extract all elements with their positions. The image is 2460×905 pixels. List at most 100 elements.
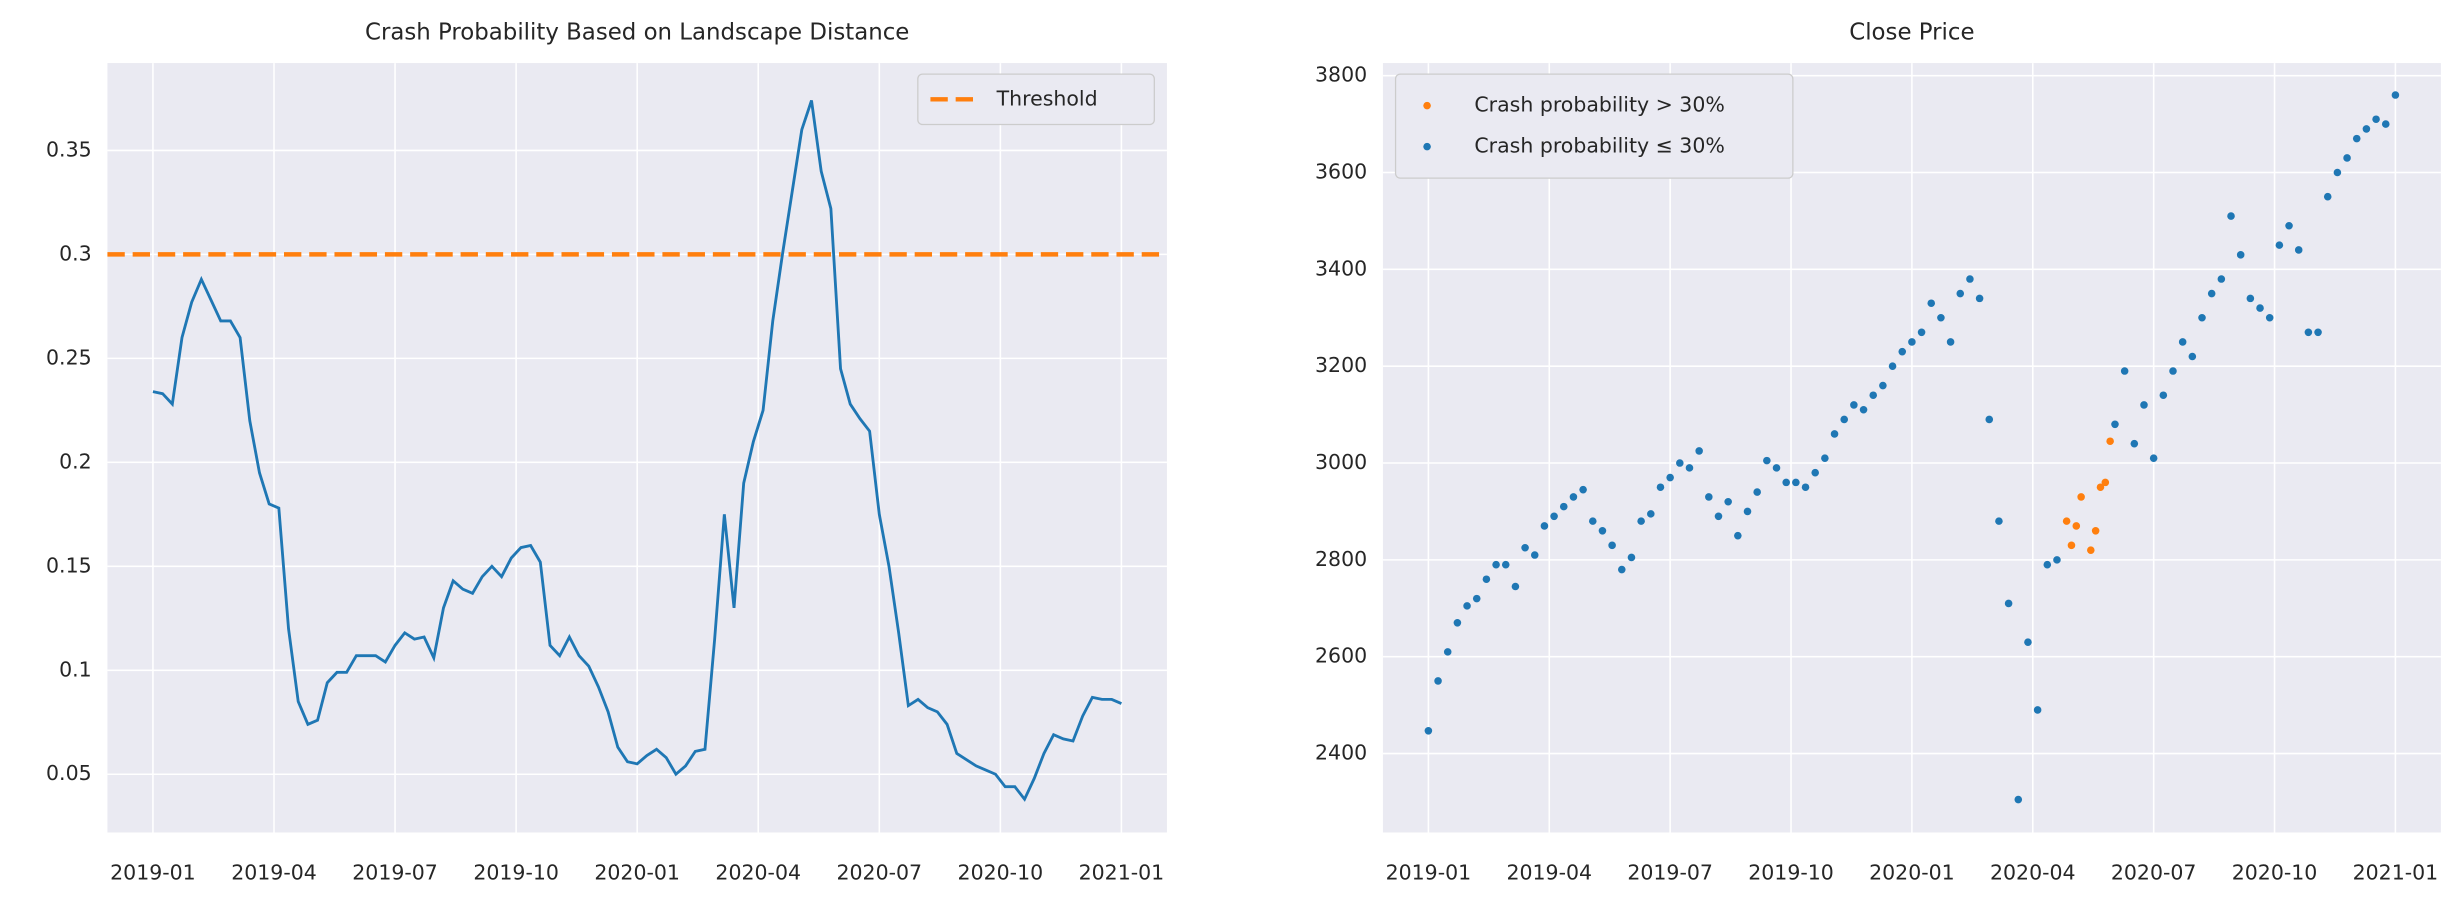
data-point bbox=[2227, 212, 2235, 220]
data-point bbox=[1772, 464, 1781, 472]
data-point bbox=[1763, 456, 1771, 465]
data-point bbox=[2087, 546, 2095, 554]
data-point bbox=[1830, 430, 1839, 438]
data-point bbox=[1443, 648, 1452, 656]
data-point bbox=[2236, 251, 2245, 259]
data-point bbox=[2275, 241, 2284, 249]
data-point bbox=[2333, 168, 2342, 177]
data-point bbox=[2362, 125, 2371, 133]
data-point bbox=[2304, 328, 2313, 337]
y-tick-label: 3000 bbox=[1315, 450, 1367, 474]
data-point bbox=[1937, 313, 1945, 322]
data-point bbox=[1540, 522, 1549, 530]
y-tick-label: 0.3 bbox=[59, 241, 92, 265]
data-point bbox=[1656, 483, 1665, 492]
x-tick-label: 2020-04 bbox=[1990, 860, 2076, 884]
data-point bbox=[1946, 338, 1955, 346]
data-point bbox=[2217, 275, 2226, 283]
x-tick-label: 2019-07 bbox=[1627, 860, 1713, 884]
data-point bbox=[1927, 299, 1936, 308]
data-point bbox=[2106, 437, 2114, 446]
y-tick-label: 2400 bbox=[1315, 741, 1367, 765]
data-point bbox=[2343, 154, 2351, 162]
data-point bbox=[2077, 493, 2085, 501]
data-point bbox=[1782, 478, 1790, 487]
data-point bbox=[2207, 289, 2216, 298]
data-point bbox=[2372, 115, 2380, 124]
data-point bbox=[2130, 439, 2139, 448]
data-point bbox=[2256, 304, 2264, 312]
data-point bbox=[1521, 543, 1529, 552]
data-point bbox=[1598, 527, 1607, 535]
data-point bbox=[2062, 517, 2071, 525]
x-tick-label: 2021-01 bbox=[2353, 860, 2439, 884]
data-point bbox=[1908, 338, 1916, 346]
y-tick-label: 2800 bbox=[1315, 547, 1367, 571]
data-point bbox=[1676, 459, 1684, 467]
data-point bbox=[1956, 289, 1965, 298]
y-tick-label: 0.15 bbox=[46, 553, 92, 577]
data-point bbox=[1743, 507, 1752, 516]
legend: Crash probability > 30% Crash probability… bbox=[1394, 73, 1794, 179]
y-tick-label: 0.2 bbox=[59, 449, 92, 473]
legend-label: Crash probability ≤ 30% bbox=[1474, 134, 1724, 158]
data-point bbox=[1666, 473, 1674, 482]
data-point bbox=[2294, 246, 2303, 254]
x-tick-label: 2020-07 bbox=[2111, 860, 2197, 884]
data-point bbox=[2285, 221, 2293, 230]
legend-box bbox=[1394, 73, 1794, 179]
data-point bbox=[1734, 531, 1742, 540]
data-point bbox=[1501, 560, 1510, 569]
data-point bbox=[2096, 483, 2105, 492]
data-point bbox=[2140, 401, 2148, 409]
data-point bbox=[2381, 120, 2390, 128]
legend-label: Crash probability > 30% bbox=[1474, 93, 1724, 117]
data-point bbox=[1472, 594, 1481, 603]
data-point bbox=[2265, 313, 2274, 322]
data-point bbox=[2169, 367, 2177, 375]
x-tick-label: 2020-01 bbox=[594, 860, 680, 884]
data-point bbox=[1579, 485, 1587, 494]
data-point bbox=[1917, 328, 1926, 337]
data-point bbox=[1463, 602, 1471, 610]
data-point bbox=[1811, 468, 1819, 477]
legend-label: Threshold bbox=[996, 86, 1098, 110]
x-tick-label: 2019-10 bbox=[473, 860, 559, 884]
chart-title: Crash Probability Based on Landscape Dis… bbox=[365, 20, 909, 46]
data-point bbox=[2323, 192, 2332, 201]
data-point bbox=[1724, 497, 1732, 506]
data-point bbox=[2178, 338, 2187, 346]
x-tick-label: 2021-01 bbox=[1079, 860, 1165, 884]
data-point bbox=[2024, 638, 2032, 646]
x-tick-label: 2020-10 bbox=[2232, 860, 2318, 884]
y-tick-label: 0.1 bbox=[59, 657, 92, 681]
data-point bbox=[1801, 483, 1810, 492]
data-point bbox=[2159, 391, 2168, 400]
x-tick-label: 2020-04 bbox=[715, 860, 801, 884]
data-point bbox=[1530, 551, 1539, 559]
data-point bbox=[1492, 560, 1500, 569]
data-point bbox=[1569, 493, 1578, 501]
x-tick-label: 2019-04 bbox=[231, 860, 317, 884]
x-tick-label: 2020-01 bbox=[1869, 860, 1955, 884]
data-point bbox=[1888, 362, 1897, 370]
data-point bbox=[2053, 556, 2061, 564]
data-point bbox=[1559, 502, 1568, 511]
data-point bbox=[1850, 401, 1858, 409]
data-point bbox=[1511, 582, 1520, 591]
y-tick-label: 0.35 bbox=[46, 137, 92, 161]
x-tick-label: 2019-01 bbox=[1386, 860, 1472, 884]
data-point bbox=[2101, 478, 2110, 487]
y-tick-label: 3400 bbox=[1315, 256, 1367, 280]
chart-title: Close Price bbox=[1849, 20, 1974, 46]
data-point bbox=[1608, 541, 1616, 550]
y-tick-label: 3200 bbox=[1315, 353, 1367, 377]
data-point bbox=[1434, 677, 1442, 685]
data-point bbox=[2004, 599, 2013, 608]
data-point bbox=[1879, 381, 1887, 390]
data-point bbox=[2067, 541, 2076, 550]
y-tick-label: 0.25 bbox=[46, 345, 92, 369]
data-point bbox=[1482, 575, 1491, 584]
data-point bbox=[2072, 522, 2081, 530]
